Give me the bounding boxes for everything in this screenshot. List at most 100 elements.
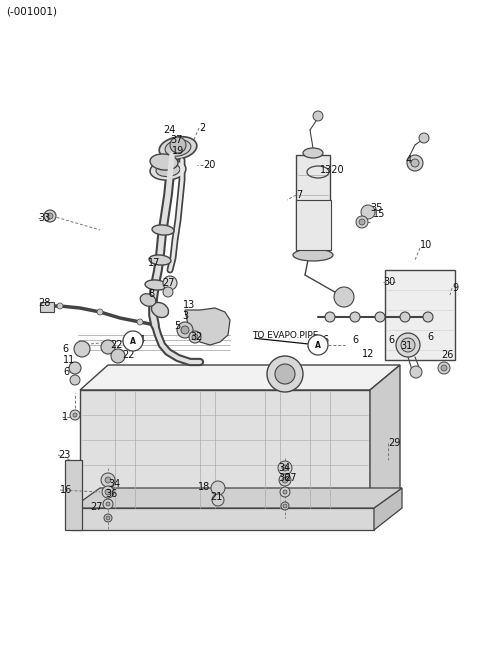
Circle shape	[189, 331, 201, 343]
Bar	[40, 302, 54, 312]
Text: 16: 16	[60, 485, 72, 495]
Ellipse shape	[156, 164, 180, 177]
Polygon shape	[385, 270, 455, 360]
Circle shape	[267, 356, 303, 392]
Circle shape	[97, 309, 103, 315]
Circle shape	[313, 111, 323, 121]
Circle shape	[441, 365, 447, 371]
Circle shape	[101, 340, 115, 354]
Circle shape	[47, 213, 53, 219]
Ellipse shape	[140, 293, 156, 307]
Text: 27: 27	[162, 278, 175, 288]
Polygon shape	[296, 155, 330, 250]
Circle shape	[177, 322, 193, 338]
Circle shape	[359, 219, 365, 225]
Ellipse shape	[159, 137, 197, 159]
Text: 11: 11	[63, 355, 75, 365]
Circle shape	[44, 210, 56, 222]
Text: 24: 24	[163, 125, 175, 135]
Circle shape	[102, 486, 114, 498]
Circle shape	[74, 341, 90, 357]
Text: 5: 5	[174, 321, 180, 331]
Polygon shape	[370, 365, 400, 510]
Ellipse shape	[152, 225, 174, 235]
Circle shape	[69, 362, 81, 374]
Circle shape	[104, 514, 112, 522]
Text: 14: 14	[134, 335, 146, 345]
Circle shape	[280, 487, 290, 497]
Circle shape	[111, 349, 125, 363]
Text: 4: 4	[406, 155, 412, 165]
Ellipse shape	[145, 280, 167, 290]
Text: 30: 30	[383, 277, 395, 287]
Circle shape	[283, 490, 287, 494]
Circle shape	[163, 287, 173, 297]
Text: 20: 20	[203, 160, 216, 170]
Ellipse shape	[150, 160, 186, 180]
Polygon shape	[72, 488, 402, 508]
Circle shape	[411, 159, 419, 167]
Circle shape	[419, 133, 429, 143]
Circle shape	[438, 362, 450, 374]
Circle shape	[106, 502, 110, 506]
Ellipse shape	[149, 255, 171, 265]
Text: TO EVAPO.PIPE: TO EVAPO.PIPE	[252, 331, 318, 339]
Text: 36: 36	[105, 489, 117, 499]
Circle shape	[350, 312, 360, 322]
Circle shape	[308, 335, 328, 355]
Circle shape	[361, 205, 375, 219]
Text: 29: 29	[388, 438, 400, 448]
Circle shape	[106, 516, 110, 520]
Ellipse shape	[293, 249, 333, 261]
Circle shape	[103, 499, 113, 509]
Circle shape	[70, 375, 80, 385]
Text: 23: 23	[58, 450, 71, 460]
Circle shape	[211, 481, 225, 495]
Text: 12: 12	[362, 349, 374, 359]
Text: 13: 13	[183, 300, 195, 310]
Text: (-001001): (-001001)	[6, 7, 57, 17]
Circle shape	[57, 303, 63, 309]
Text: 27: 27	[90, 502, 103, 512]
Circle shape	[212, 494, 224, 506]
Text: 1320: 1320	[320, 165, 345, 175]
Text: A: A	[130, 337, 136, 345]
Text: 36: 36	[278, 473, 290, 483]
Circle shape	[282, 465, 288, 471]
Text: 22: 22	[122, 350, 134, 360]
Bar	[296, 200, 331, 250]
Circle shape	[70, 410, 80, 420]
Text: 18: 18	[198, 482, 210, 492]
Text: 10: 10	[420, 240, 432, 250]
Text: 1: 1	[62, 412, 68, 422]
Circle shape	[334, 287, 354, 307]
Circle shape	[170, 137, 186, 153]
Circle shape	[410, 366, 422, 378]
Polygon shape	[80, 365, 400, 390]
Text: 6: 6	[388, 335, 394, 345]
Text: 26: 26	[441, 350, 454, 360]
Circle shape	[105, 489, 111, 495]
Circle shape	[356, 216, 368, 228]
Text: 33: 33	[38, 213, 50, 223]
Circle shape	[279, 474, 291, 486]
Circle shape	[401, 338, 415, 352]
Circle shape	[275, 364, 295, 384]
Ellipse shape	[303, 148, 323, 158]
Text: 6: 6	[62, 344, 68, 354]
Circle shape	[105, 477, 111, 483]
Text: 35: 35	[370, 203, 383, 213]
Circle shape	[281, 502, 289, 510]
Text: 19: 19	[172, 146, 184, 156]
Text: 15: 15	[373, 209, 385, 219]
Circle shape	[278, 461, 292, 475]
Polygon shape	[185, 308, 230, 345]
Text: 6: 6	[427, 332, 433, 342]
Text: 37: 37	[170, 135, 182, 145]
Text: 17: 17	[148, 258, 160, 268]
Text: 6: 6	[322, 335, 328, 345]
Text: 22: 22	[110, 340, 122, 350]
Circle shape	[192, 334, 198, 340]
Text: 6: 6	[63, 367, 69, 377]
Circle shape	[73, 413, 77, 417]
